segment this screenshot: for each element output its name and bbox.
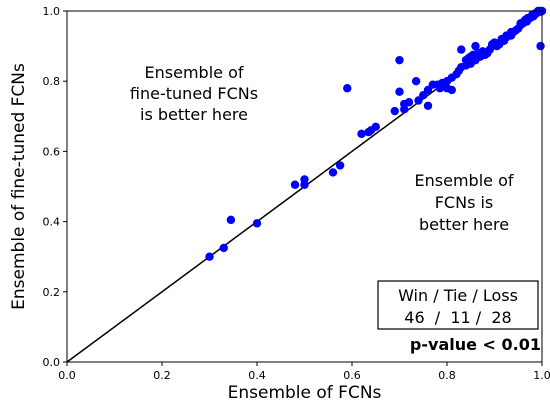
data-point xyxy=(457,45,466,54)
stats-box-values: 46 / 11 / 28 xyxy=(404,308,511,327)
data-point xyxy=(328,168,338,177)
data-point xyxy=(226,215,236,225)
y-tick-label: 0.6 xyxy=(43,145,61,158)
x-tick-label: 0.8 xyxy=(438,369,456,382)
x-tick-label: 0.2 xyxy=(153,369,171,382)
annotation-lower-right-line-1: Ensemble of xyxy=(415,171,514,190)
x-tick-label: 1.0 xyxy=(533,369,550,382)
y-tick-label: 0.0 xyxy=(43,356,61,369)
data-point xyxy=(252,219,262,228)
data-point xyxy=(343,84,352,93)
data-point xyxy=(411,77,421,86)
data-point xyxy=(205,252,214,261)
data-point xyxy=(357,129,366,139)
data-point xyxy=(423,101,433,110)
annotation-lower-right-line-2: FCNs is xyxy=(435,193,494,212)
annotation-upper-left-line-3: is better here xyxy=(140,105,248,124)
p-value-label: p-value < 0.01 xyxy=(410,335,541,354)
data-point xyxy=(502,31,511,40)
y-tick-label: 1.0 xyxy=(43,5,61,18)
x-axis-label: Ensemble of FCNs xyxy=(228,383,382,403)
data-point xyxy=(395,87,404,96)
stats-box-frame xyxy=(377,280,539,330)
data-point xyxy=(516,19,525,28)
data-point xyxy=(290,180,300,189)
annotation-upper-left: Ensemble of fine-tuned FCNs is better he… xyxy=(130,63,258,124)
plot-frame xyxy=(66,10,543,363)
annotation-upper-left-line-2: fine-tuned FCNs xyxy=(130,84,258,103)
data-point xyxy=(487,40,497,49)
stats-box-header: Win / Tie / Loss xyxy=(398,286,518,305)
data-point xyxy=(471,41,480,51)
y-tick-label: 0.2 xyxy=(43,286,61,299)
data-point xyxy=(404,98,414,107)
annotation-lower-right: Ensemble of FCNs is better here xyxy=(415,171,514,234)
data-point xyxy=(335,161,345,170)
y-tick-label: 0.4 xyxy=(43,216,61,229)
annotation-upper-left-line-1: Ensemble of xyxy=(145,63,244,82)
y-axis-label: Ensemble of fine-tuned FCNs xyxy=(9,63,29,310)
data-point xyxy=(395,55,404,65)
y-tick-label: 0.8 xyxy=(43,75,61,88)
annotation-lower-right-line-3: better here xyxy=(419,215,509,234)
data-point xyxy=(536,41,545,51)
data-point xyxy=(371,122,380,132)
data-point xyxy=(219,243,228,253)
x-tick-label: 0.4 xyxy=(248,369,266,382)
x-tick-label: 0.6 xyxy=(343,369,361,382)
data-point xyxy=(400,105,409,114)
data-point xyxy=(473,52,483,61)
x-tick-label: 0.0 xyxy=(58,369,76,382)
data-point xyxy=(447,85,456,95)
data-point xyxy=(390,106,399,116)
stats-box: Win / Tie / Loss 46 / 11 / 28 p-value < … xyxy=(377,280,541,354)
data-point xyxy=(300,175,309,184)
